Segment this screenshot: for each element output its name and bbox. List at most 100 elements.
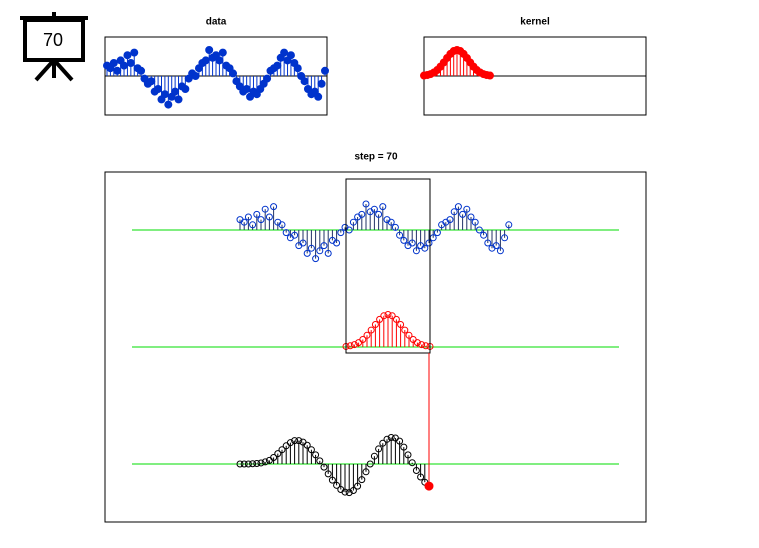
stem xyxy=(286,230,294,242)
stem-marker xyxy=(404,451,412,459)
stem xyxy=(397,320,405,347)
stem-marker xyxy=(312,451,320,459)
stem xyxy=(387,218,395,230)
stem xyxy=(265,213,273,230)
stem-marker xyxy=(363,331,371,339)
stem xyxy=(363,331,371,347)
stem-marker xyxy=(249,221,257,229)
stem-marker xyxy=(375,445,383,453)
stem-marker xyxy=(286,51,295,60)
stem xyxy=(446,216,454,230)
stem xyxy=(317,76,326,88)
stem xyxy=(253,210,261,230)
stem-marker xyxy=(412,247,420,255)
stem-marker xyxy=(380,312,388,320)
stem xyxy=(320,463,328,471)
stem xyxy=(160,76,169,99)
stem-marker xyxy=(376,315,384,323)
stem xyxy=(380,312,388,347)
stem xyxy=(376,315,384,347)
stem-marker xyxy=(286,439,294,447)
stem-marker xyxy=(370,452,378,460)
stem-marker xyxy=(328,476,336,484)
stem xyxy=(274,218,282,230)
chart-title: step = 70 xyxy=(354,152,398,163)
stem xyxy=(280,48,289,76)
stem xyxy=(333,230,341,247)
stem xyxy=(413,339,421,347)
stem-marker xyxy=(405,331,413,339)
stem-marker xyxy=(316,457,324,465)
stem xyxy=(341,464,349,496)
stem xyxy=(370,205,378,230)
stem xyxy=(261,458,269,466)
stem xyxy=(278,221,286,230)
stem-marker xyxy=(282,229,290,237)
stem xyxy=(408,230,416,247)
stem-marker xyxy=(387,433,395,441)
stem xyxy=(261,205,269,230)
stem xyxy=(120,61,129,76)
stem-marker xyxy=(417,473,425,481)
stem-marker xyxy=(273,61,282,70)
stem xyxy=(314,76,323,101)
stem xyxy=(370,452,378,464)
stem xyxy=(392,315,400,347)
stem xyxy=(371,320,379,347)
stem-marker xyxy=(391,223,399,231)
stem xyxy=(126,59,135,76)
stem xyxy=(282,229,290,237)
stem-marker xyxy=(278,446,286,454)
stem xyxy=(244,213,252,230)
stem-marker xyxy=(205,46,214,54)
stem-marker xyxy=(412,467,420,474)
stem xyxy=(164,76,173,109)
stem-marker xyxy=(333,481,341,489)
stem xyxy=(405,331,413,347)
stem xyxy=(404,451,412,464)
stem-marker xyxy=(421,244,429,252)
stem-marker xyxy=(354,482,362,490)
stem-marker xyxy=(450,208,458,216)
stem xyxy=(362,464,370,476)
stem xyxy=(286,439,294,464)
stem-marker xyxy=(379,203,387,211)
stem xyxy=(337,229,345,237)
stem-marker xyxy=(261,458,269,466)
stem xyxy=(130,48,139,76)
stem xyxy=(249,460,257,468)
icon: 70 xyxy=(20,12,88,82)
stem xyxy=(154,76,163,93)
stem xyxy=(282,442,290,464)
stem-marker xyxy=(263,74,272,83)
stem xyxy=(116,56,125,76)
stem-marker xyxy=(123,51,132,60)
stem xyxy=(463,205,471,230)
stem xyxy=(505,221,513,230)
stem xyxy=(396,437,404,464)
stem-marker xyxy=(291,231,299,239)
stem-marker xyxy=(324,249,332,257)
stem-marker xyxy=(501,234,509,242)
stem xyxy=(396,230,404,239)
stem xyxy=(244,460,252,468)
stem-marker xyxy=(253,459,261,467)
stem-marker xyxy=(401,326,409,334)
stem xyxy=(384,311,392,347)
stem xyxy=(404,230,412,250)
stem-marker xyxy=(349,218,357,226)
stem xyxy=(310,76,319,96)
stem xyxy=(433,229,441,237)
stem-marker xyxy=(174,95,183,104)
stem xyxy=(400,443,408,464)
kernel-window xyxy=(345,178,431,354)
stem xyxy=(263,74,272,83)
stem-marker xyxy=(480,231,488,239)
stem-marker xyxy=(400,236,408,244)
axes-box xyxy=(104,171,647,523)
stem-marker xyxy=(324,470,332,478)
stem-marker xyxy=(486,71,494,80)
stem xyxy=(109,59,118,76)
stem-marker xyxy=(400,443,408,451)
stem-marker xyxy=(384,311,392,318)
